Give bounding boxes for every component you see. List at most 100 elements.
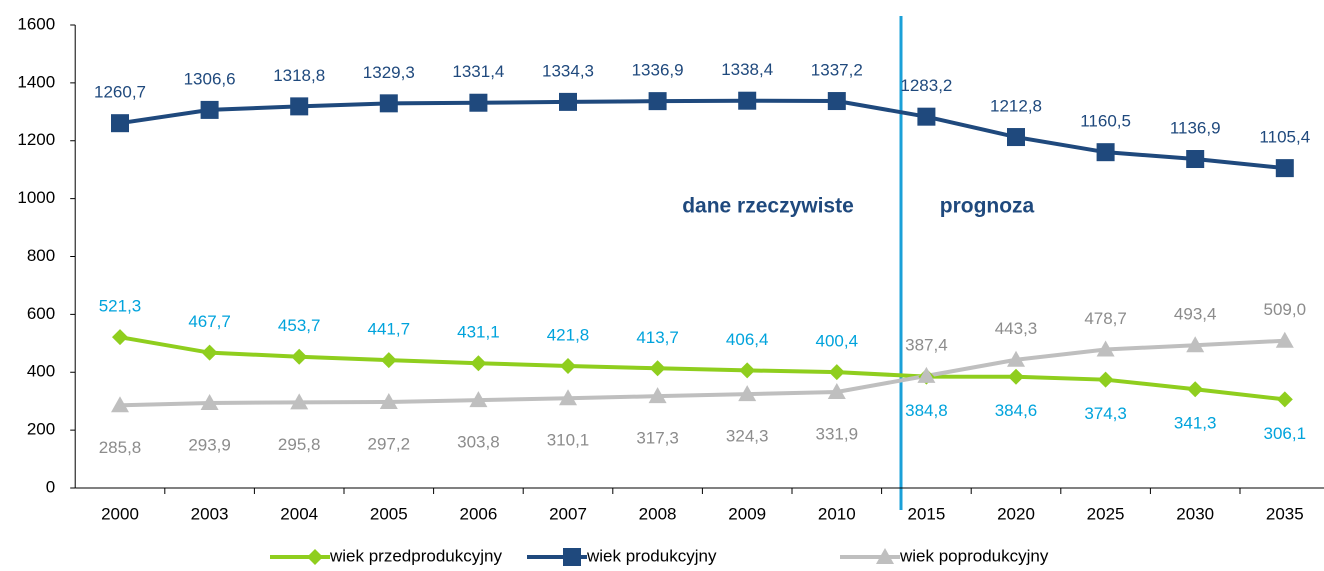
- data-label: 431,1: [457, 323, 500, 342]
- marker: [112, 329, 128, 346]
- data-label: 297,2: [368, 434, 411, 453]
- data-label: 1136,9: [1170, 118, 1221, 137]
- x-tick-label: 2009: [728, 504, 766, 523]
- y-tick-label: 600: [27, 304, 55, 323]
- x-tick-label: 2020: [997, 504, 1035, 523]
- marker: [649, 360, 666, 377]
- marker: [291, 348, 308, 365]
- annotation: dane rzeczywiste: [682, 195, 854, 218]
- marker: [559, 389, 577, 406]
- x-tick-label: 2000: [101, 504, 139, 523]
- y-tick-label: 1400: [17, 72, 55, 91]
- data-label: 1318,8: [273, 66, 325, 85]
- marker: [560, 357, 576, 374]
- data-label: 453,7: [278, 316, 321, 335]
- series-line: [119, 98, 1286, 171]
- annotation: prognoza: [940, 195, 1035, 218]
- y-tick-label: 200: [27, 420, 55, 439]
- x-tick-label: 2007: [549, 504, 587, 523]
- marker: [469, 391, 488, 408]
- data-label: 306,1: [1264, 424, 1307, 443]
- data-label: 384,6: [995, 401, 1038, 420]
- marker: [200, 393, 219, 410]
- x-tick-label: 2004: [280, 504, 318, 523]
- y-tick-label: 400: [27, 362, 55, 381]
- series-line: [119, 335, 1286, 402]
- y-tick-label: 1000: [17, 188, 55, 207]
- marker: [1275, 159, 1294, 178]
- data-label: 441,7: [368, 320, 411, 339]
- data-label: 1105,4: [1259, 128, 1310, 147]
- data-label: 374,3: [1084, 404, 1127, 423]
- marker: [648, 92, 667, 111]
- x-tick-label: 2006: [459, 504, 497, 523]
- marker: [1008, 368, 1024, 385]
- data-label: 331,9: [816, 424, 859, 443]
- data-label: 293,9: [188, 435, 231, 454]
- data-label: 317,3: [636, 429, 679, 448]
- data-label: 478,7: [1084, 309, 1127, 328]
- legend-label: wiek poprodukcyjny: [899, 546, 1049, 565]
- data-label: 285,8: [99, 438, 142, 457]
- data-label: 1212,8: [990, 97, 1042, 116]
- marker: [739, 362, 756, 379]
- marker: [1007, 350, 1025, 367]
- marker: [1096, 340, 1115, 357]
- data-label: 303,8: [457, 433, 500, 452]
- marker: [1276, 391, 1293, 408]
- data-label: 324,3: [726, 427, 769, 446]
- x-tick-label: 2010: [818, 504, 856, 523]
- marker: [827, 92, 846, 111]
- marker: [1186, 150, 1205, 169]
- marker: [469, 93, 488, 112]
- data-label: 387,4: [905, 335, 948, 354]
- data-label: 384,8: [905, 401, 948, 420]
- y-tick-label: 1200: [17, 130, 55, 149]
- y-tick-label: 0: [46, 477, 55, 496]
- marker: [1096, 143, 1115, 162]
- marker: [380, 352, 397, 369]
- data-label: 467,7: [188, 312, 231, 331]
- data-label: 1336,9: [632, 61, 684, 80]
- marker: [111, 114, 129, 133]
- data-label: 1329,3: [363, 63, 415, 82]
- data-label: 1337,2: [811, 61, 863, 80]
- data-label: 493,4: [1174, 305, 1217, 324]
- marker: [917, 366, 936, 383]
- data-label: 1306,6: [184, 69, 236, 88]
- data-label: 413,7: [636, 328, 679, 347]
- data-label: 1160,5: [1080, 112, 1131, 131]
- x-tick-label: 2008: [639, 504, 677, 523]
- marker: [470, 355, 487, 372]
- marker: [876, 548, 894, 564]
- data-label: 400,4: [816, 332, 859, 351]
- x-tick-label: 2025: [1087, 504, 1125, 523]
- marker: [738, 91, 757, 110]
- marker: [1007, 128, 1025, 147]
- legend-label: wiek przedprodukcyjny: [329, 546, 502, 565]
- x-tick-label: 2030: [1176, 504, 1214, 523]
- data-label: 1283,2: [900, 76, 952, 95]
- x-tick-label: 2035: [1266, 504, 1304, 523]
- marker: [290, 393, 309, 410]
- marker: [1187, 381, 1204, 398]
- y-tick-label: 800: [27, 246, 55, 265]
- data-label: 521,3: [99, 297, 142, 316]
- marker: [379, 94, 398, 113]
- data-label: 1331,4: [452, 62, 504, 81]
- marker: [827, 382, 846, 399]
- data-label: 406,4: [726, 330, 769, 349]
- data-label: 341,3: [1174, 414, 1217, 433]
- marker: [917, 107, 936, 126]
- marker: [379, 392, 398, 409]
- marker: [648, 387, 667, 404]
- marker: [828, 364, 845, 381]
- data-label: 295,8: [278, 435, 321, 454]
- marker: [1186, 336, 1205, 353]
- data-label: 1260,7: [94, 83, 146, 102]
- x-tick-label: 2015: [907, 504, 945, 523]
- marker: [201, 344, 218, 361]
- x-tick-label: 2005: [370, 504, 408, 523]
- data-label: 1334,3: [542, 61, 594, 80]
